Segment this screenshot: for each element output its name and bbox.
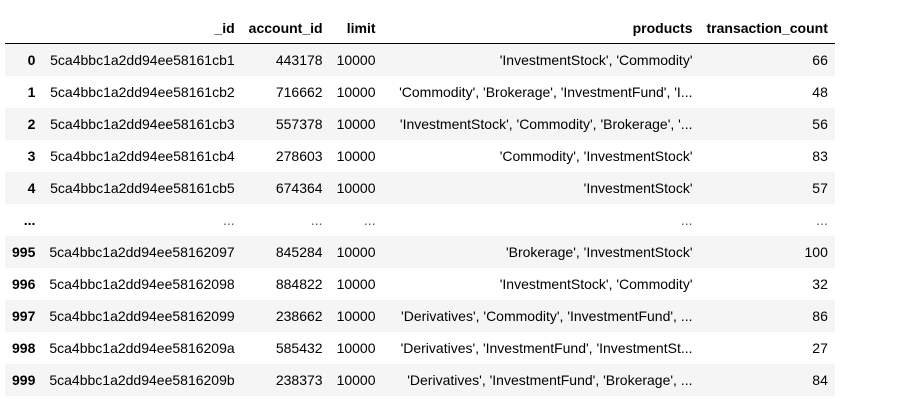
limit-cell: 10000 (336, 180, 376, 196)
transaction-count-cell: 100 (804, 244, 828, 260)
header-limit: limit (329, 12, 383, 44)
row-index-cell: 3 (27, 148, 36, 164)
row-index-cell: 997 (12, 308, 36, 324)
account-id-cell: 238662 (275, 308, 323, 324)
table-row: 2 5ca4bbc1a2dd94ee58161cb3 557378 10000 'Inv… (5, 108, 835, 140)
limit-cell: 10000 (336, 276, 376, 292)
table-row: 998 5ca4bbc1a2dd94ee5816209a 585432 10000 'D… (5, 332, 835, 364)
table-row: 996 5ca4bbc1a2dd94ee58162098 884822 10000 'I… (5, 268, 835, 300)
row-index-cell: 996 (12, 276, 36, 292)
header-account-id: account_id (241, 12, 330, 44)
limit-cell: 10000 (336, 84, 376, 100)
id-cell: 5ca4bbc1a2dd94ee5816209b (49, 372, 235, 388)
account-id-cell: 845284 (275, 244, 323, 260)
row-index-cell: 999 (12, 372, 36, 388)
account-id-cell: ... (310, 212, 323, 228)
limit-cell: 10000 (336, 148, 376, 164)
products-cell: 'InvestmentStock', 'Commodity', 'Brokera… (399, 116, 693, 132)
transaction-count-cell: 66 (812, 52, 828, 68)
products-cell: 'InvestmentStock', 'Commodity' (499, 276, 693, 292)
id-cell: 5ca4bbc1a2dd94ee58161cb5 (50, 180, 235, 196)
transaction-count-cell: 27 (812, 340, 828, 356)
transaction-count-cell: ... (816, 212, 828, 228)
products-cell: 'InvestmentStock' (583, 180, 693, 196)
table-row: 997 5ca4bbc1a2dd94ee58162099 238662 10000 'D… (5, 300, 835, 332)
row-index-cell: 995 (12, 244, 36, 260)
account-id-cell: 716662 (275, 84, 323, 100)
id-cell: 5ca4bbc1a2dd94ee58162099 (49, 308, 235, 324)
table-row: 0 5ca4bbc1a2dd94ee58161cb1 443178 10000 'Inv… (5, 43, 835, 76)
transaction-count-cell: 84 (812, 372, 828, 388)
products-cell: 'Derivatives', 'InvestmentFund', 'Invest… (400, 340, 693, 356)
table-body: 0 5ca4bbc1a2dd94ee58161cb1 443178 10000 'Inv… (5, 43, 835, 396)
products-cell: 'Derivatives', 'Commodity', 'InvestmentF… (401, 308, 693, 324)
id-cell: ... (222, 212, 235, 228)
limit-cell: ... (363, 212, 376, 228)
id-cell: 5ca4bbc1a2dd94ee58161cb3 (50, 116, 235, 132)
account-id-cell: 443178 (275, 52, 323, 68)
limit-cell: 10000 (336, 372, 376, 388)
header-index (5, 12, 43, 44)
table-row: 995 5ca4bbc1a2dd94ee58162097 845284 10000 'B… (5, 236, 835, 268)
products-cell: 'Derivatives', 'InvestmentFund', 'Broker… (407, 372, 693, 388)
account-id-cell: 278603 (275, 148, 323, 164)
table-header: _id account_id limit products transactio… (5, 12, 835, 44)
row-index-cell: 4 (27, 180, 36, 196)
account-id-cell: 238373 (275, 372, 323, 388)
row-index-cell: 2 (27, 116, 36, 132)
transaction-count-cell: 57 (812, 180, 828, 196)
id-cell: 5ca4bbc1a2dd94ee58161cb4 (50, 148, 235, 164)
table-row: .................. (5, 204, 835, 236)
limit-cell: 10000 (336, 116, 376, 132)
header-transaction-count: transaction_count (699, 12, 835, 44)
products-cell: 'Commodity', 'InvestmentStock' (499, 148, 693, 164)
limit-cell: 10000 (336, 244, 376, 260)
row-index-cell: 0 (27, 52, 36, 68)
id-cell: 5ca4bbc1a2dd94ee58161cb1 (50, 52, 235, 68)
row-index-cell: ... (23, 212, 36, 228)
products-cell: 'InvestmentStock', 'Commodity' (499, 52, 693, 68)
id-cell: 5ca4bbc1a2dd94ee5816209a (49, 340, 235, 356)
account-id-cell: 557378 (275, 116, 323, 132)
limit-cell: 10000 (336, 340, 376, 356)
products-cell: ... (680, 212, 693, 228)
header-products: products (382, 12, 700, 44)
account-id-cell: 585432 (275, 340, 323, 356)
products-cell: 'Brokerage', 'InvestmentStock' (505, 244, 693, 260)
row-index-cell: 998 (12, 340, 36, 356)
table-row: 3 5ca4bbc1a2dd94ee58161cb4 278603 10000 'Com… (5, 140, 835, 172)
table-row: 4 5ca4bbc1a2dd94ee58161cb5 674364 10000 'Inv… (5, 172, 835, 204)
transaction-count-cell: 56 (812, 116, 828, 132)
transaction-count-cell: 32 (812, 276, 828, 292)
id-cell: 5ca4bbc1a2dd94ee58162097 (49, 244, 235, 260)
header-row: _id account_id limit products transactio… (5, 12, 835, 44)
limit-cell: 10000 (336, 308, 376, 324)
account-id-cell: 674364 (275, 180, 323, 196)
transaction-count-cell: 48 (812, 84, 828, 100)
products-cell: 'Commodity', 'Brokerage', 'InvestmentFun… (399, 84, 693, 100)
transaction-count-cell: 86 (812, 308, 828, 324)
header-id: _id (42, 12, 242, 44)
table-row: 1 5ca4bbc1a2dd94ee58161cb2 716662 10000 'Com… (5, 76, 835, 108)
account-id-cell: 884822 (275, 276, 323, 292)
table-row: 999 5ca4bbc1a2dd94ee5816209b 238373 10000 'D… (5, 364, 835, 396)
dataframe-table: _id account_id limit products transactio… (5, 12, 835, 396)
row-index-cell: 1 (27, 84, 36, 100)
limit-cell: 10000 (336, 52, 376, 68)
transaction-count-cell: 83 (812, 148, 828, 164)
id-cell: 5ca4bbc1a2dd94ee58162098 (49, 276, 235, 292)
id-cell: 5ca4bbc1a2dd94ee58161cb2 (50, 84, 235, 100)
